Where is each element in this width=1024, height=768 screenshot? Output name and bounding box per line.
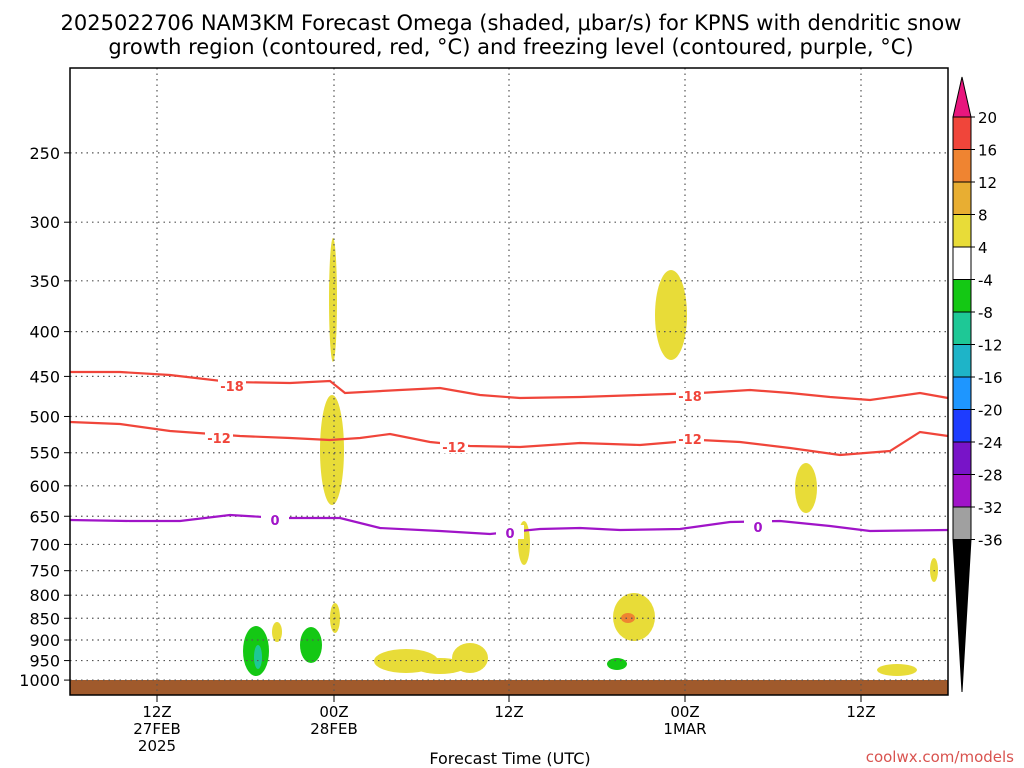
colorbar-tick-label: -12 <box>978 337 1003 355</box>
y-tick-label: 900 <box>29 631 60 650</box>
contour-label-bg <box>676 388 704 402</box>
colorbar-segment <box>952 441 972 475</box>
colorbar-segment <box>952 409 972 443</box>
colorbar-tick-label: 16 <box>978 142 997 160</box>
contour-label: -18 <box>220 380 244 395</box>
contour-label: -12 <box>207 432 231 447</box>
colorbar-tick-label: -16 <box>978 369 1003 387</box>
y-tick-label: 800 <box>29 586 60 605</box>
omega-shaded-area <box>930 558 938 582</box>
y-tick-label: 550 <box>29 444 60 463</box>
contour-label-bg <box>676 431 704 445</box>
contour-label: 0 <box>270 514 279 529</box>
colorbar-tick-label: 4 <box>978 239 988 257</box>
contour-line-minus12 <box>69 420 949 457</box>
colorbar-segment <box>952 214 972 248</box>
y-tick-label: 300 <box>29 213 60 232</box>
colorbar-segment <box>952 149 972 183</box>
contour-label-bg <box>261 512 289 526</box>
omega-shaded-area <box>254 645 262 669</box>
contour-label-bg <box>440 439 468 453</box>
y-tick-label: 600 <box>29 477 60 496</box>
x-tick-label: 12Z <box>846 703 875 721</box>
y-tick-label: 400 <box>29 323 60 342</box>
colorbar-tick-label: -8 <box>978 304 993 322</box>
x-axis-label: Forecast Time (UTC) <box>429 749 590 768</box>
x-tick-label: 00Z <box>319 703 348 721</box>
colorbar-segment <box>952 474 972 508</box>
x-tick-label: 1MAR <box>663 720 706 738</box>
colorbar-tick-label: -4 <box>978 272 993 290</box>
y-axis: 250 300 350 400 450 500 550 600 650 700 750 800 850 9… <box>19 144 70 690</box>
omega-shaded-area <box>329 238 337 362</box>
x-tick-label: 2025 <box>138 737 176 755</box>
omega-shading <box>243 238 938 676</box>
x-tick-label: 27FEB <box>133 720 180 738</box>
x-tick-label: 12Z <box>494 703 523 721</box>
colorbar-segment <box>952 116 972 150</box>
colorbar-tick-label: -24 <box>978 434 1003 452</box>
colorbar-tick-label: -28 <box>978 467 1003 485</box>
colorbar-tick-label: 8 <box>978 207 988 225</box>
contour-label: -12 <box>678 433 702 448</box>
colorbar-segment <box>952 279 972 313</box>
colorbar-tick-label: 20 <box>978 109 997 127</box>
colorbar-segment <box>952 246 972 280</box>
colorbar-top-arrow <box>952 76 972 118</box>
colorbar-segment <box>952 181 972 215</box>
y-tick-label: 1000 <box>19 671 60 690</box>
chart-title-line1: 2025022706 NAM3KM Forecast Omega (shaded… <box>61 11 962 35</box>
credit-text: coolwx.com/models <box>866 748 1014 766</box>
contour-label-bg <box>218 378 246 392</box>
y-tick-label: 700 <box>29 535 60 554</box>
omega-shaded-area <box>607 658 627 670</box>
colorbar: 20 16 12 8 4 -4 -8 -12 -16 -20 -24 -28 -32 -36 <box>952 76 1003 693</box>
omega-shaded-area <box>300 627 322 663</box>
omega-shaded-area <box>655 270 687 360</box>
contour-label: -18 <box>678 390 702 405</box>
omega-shaded-area <box>621 613 635 623</box>
x-tick-label: 12Z <box>142 703 171 721</box>
grid-lines <box>70 68 948 695</box>
contour-label: 0 <box>505 527 514 542</box>
colorbar-bottom-arrow <box>952 539 972 693</box>
y-tick-label: 950 <box>29 652 60 671</box>
colorbar-tick-label: -20 <box>978 402 1003 420</box>
contour-label: 0 <box>753 521 762 536</box>
plot-area: -18 -18 -12 -12 -12 0 0 0 <box>69 67 949 696</box>
colorbar-tick-label: -36 <box>978 532 1003 550</box>
ground-surface <box>70 680 948 695</box>
colorbar-segment <box>952 506 972 540</box>
colorbar-segment <box>952 311 972 345</box>
omega-shaded-area <box>272 622 282 642</box>
contour-label-bg <box>496 525 524 539</box>
colorbar-segment <box>952 376 972 410</box>
y-tick-label: 850 <box>29 609 60 628</box>
x-tick-label: 28FEB <box>310 720 357 738</box>
colorbar-tick-label: -32 <box>978 499 1003 517</box>
y-tick-label: 250 <box>29 144 60 163</box>
omega-shaded-area <box>320 395 344 505</box>
chart-title-line2: growth region (contoured, red, °C) and f… <box>108 35 913 59</box>
y-tick-label: 500 <box>29 407 60 426</box>
x-tick-label: 00Z <box>670 703 699 721</box>
contour-lines: -18 -18 -12 -12 -12 0 0 0 <box>69 370 949 542</box>
y-tick-label: 650 <box>29 507 60 526</box>
omega-shaded-area <box>414 658 466 674</box>
omega-shaded-area <box>877 664 917 676</box>
omega-shaded-area <box>795 463 817 513</box>
y-tick-label: 750 <box>29 562 60 581</box>
colorbar-segment <box>952 344 972 378</box>
contour-label: -12 <box>442 441 466 456</box>
y-tick-label: 350 <box>29 272 60 291</box>
contour-label-bg <box>744 519 772 533</box>
y-tick-label: 450 <box>29 367 60 386</box>
colorbar-tick-label: 12 <box>978 174 997 192</box>
contour-label-bg <box>205 430 233 444</box>
